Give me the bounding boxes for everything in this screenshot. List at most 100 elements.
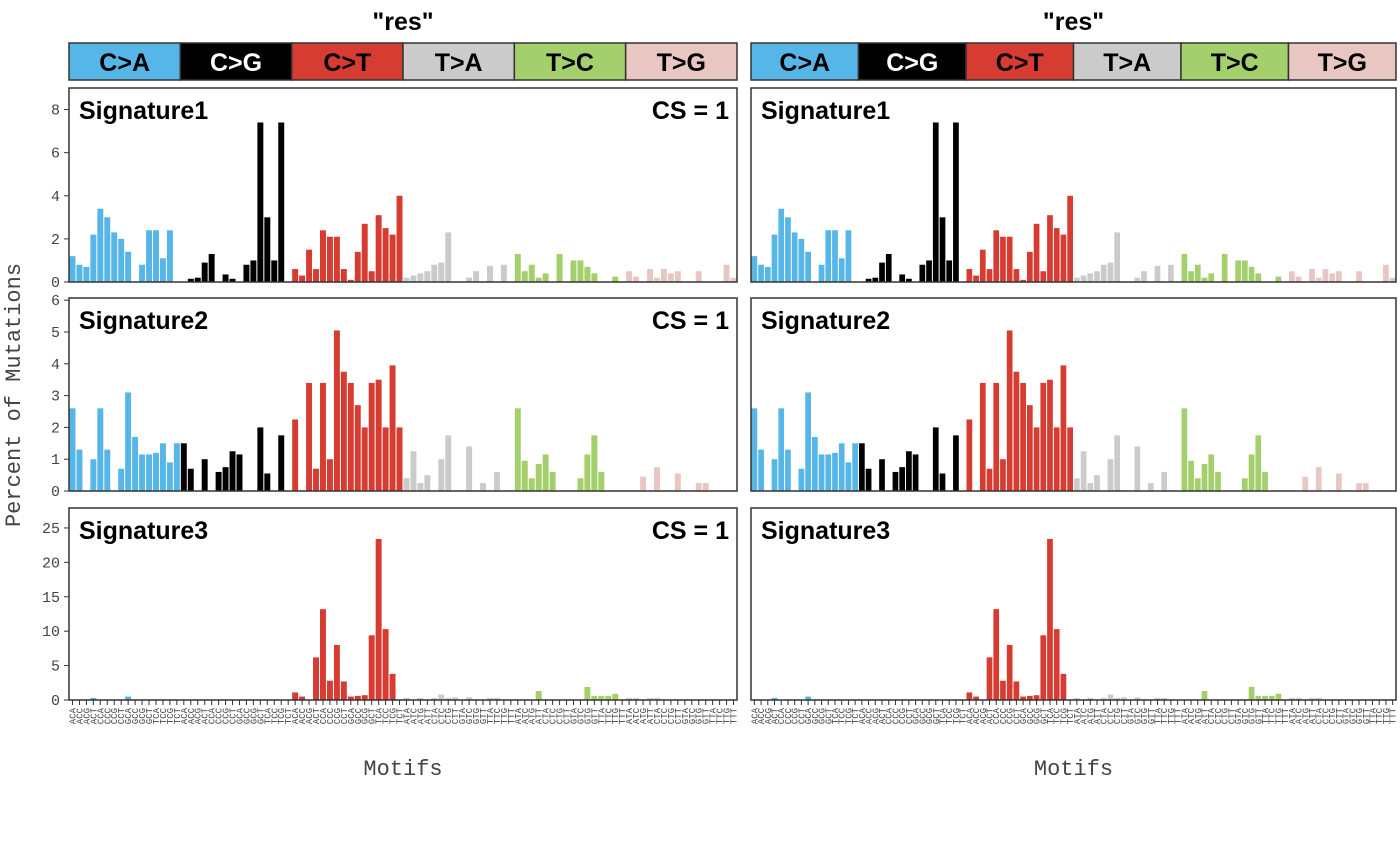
bar xyxy=(785,449,791,491)
bar xyxy=(1000,680,1006,700)
x-tick-label: GCC xyxy=(131,707,141,724)
panel-border xyxy=(750,507,1397,701)
bar xyxy=(431,264,438,282)
bar xyxy=(859,443,865,491)
x-tick-label: TTT xyxy=(1281,707,1291,724)
bar xyxy=(973,275,979,282)
bar xyxy=(514,408,521,491)
bar xyxy=(361,223,368,282)
bar xyxy=(257,427,264,491)
bar xyxy=(549,471,556,491)
strip-label: C>T xyxy=(996,49,1044,77)
x-tick-label: GCG xyxy=(138,708,148,724)
bar xyxy=(1181,253,1188,282)
y-tick-label: 5 xyxy=(51,325,60,342)
x-tick-label: TCA xyxy=(263,707,273,724)
bar xyxy=(591,695,598,700)
bar xyxy=(1362,483,1369,491)
bar xyxy=(90,459,97,491)
bar xyxy=(69,408,76,491)
bar xyxy=(825,230,832,282)
bar xyxy=(1107,459,1114,491)
bar xyxy=(292,692,299,700)
bar xyxy=(1302,476,1309,491)
x-tick-label: TCA xyxy=(831,707,841,724)
bar xyxy=(487,697,493,700)
bar xyxy=(361,427,368,491)
bar xyxy=(445,435,452,491)
bar xyxy=(852,443,858,491)
bar xyxy=(640,476,647,491)
x-tick-label: TCC xyxy=(838,707,848,724)
bar xyxy=(118,468,125,491)
bar xyxy=(778,408,785,491)
x-tick-label: TTA xyxy=(709,707,719,724)
x-tick-label: ATG xyxy=(416,708,426,724)
bar xyxy=(535,691,542,700)
x-tick-label: CCC xyxy=(784,707,794,724)
x-tick-label: GTC xyxy=(688,707,698,724)
x-tick-label: CTA xyxy=(1207,707,1217,724)
strip-label: C>A xyxy=(99,49,150,77)
bar xyxy=(500,264,507,282)
bar xyxy=(986,269,993,282)
strip-box xyxy=(1287,42,1397,81)
bar xyxy=(758,449,764,491)
x-tick-label: GTC xyxy=(1133,707,1143,724)
x-tick-label: ACT xyxy=(878,707,888,724)
bar xyxy=(1315,697,1322,700)
bar xyxy=(899,274,906,282)
bar xyxy=(514,253,521,282)
bar xyxy=(832,452,838,491)
bar xyxy=(1235,260,1241,282)
bar xyxy=(278,435,285,491)
bar xyxy=(215,471,222,491)
bar xyxy=(1208,454,1215,491)
x-tick-label: CTC xyxy=(1106,707,1116,724)
bar xyxy=(542,273,549,282)
bar xyxy=(417,483,424,491)
strip-label: T>C xyxy=(1211,49,1259,77)
y-tick-label: 25 xyxy=(42,521,60,538)
bar xyxy=(1087,697,1094,700)
bar xyxy=(1221,253,1228,282)
bar xyxy=(1356,483,1362,491)
bar xyxy=(535,277,542,282)
x-tick-label: TTC xyxy=(716,707,726,724)
bar xyxy=(438,694,445,700)
bar xyxy=(1020,382,1026,491)
bar xyxy=(236,454,243,491)
bar xyxy=(1356,271,1362,282)
x-tick-label: TCC xyxy=(270,707,280,724)
x-tick-label: CTT xyxy=(1227,707,1237,724)
panel-annotation: CS = 1 xyxy=(652,97,729,125)
bar xyxy=(1336,473,1342,491)
bar xyxy=(1315,277,1322,282)
bar xyxy=(438,459,445,491)
bar xyxy=(1201,463,1208,491)
bar xyxy=(1047,215,1053,282)
y-tick-label: 1 xyxy=(51,452,60,469)
bar xyxy=(410,451,417,491)
bar xyxy=(667,273,674,282)
bar xyxy=(1040,271,1047,282)
bar xyxy=(264,473,271,491)
bar xyxy=(111,232,118,282)
x-tick-label: TTT xyxy=(618,707,628,724)
y-tick-label: 0 xyxy=(51,484,60,501)
x-tick-label: ATT xyxy=(535,707,545,724)
x-tick-label: ATG xyxy=(528,708,538,724)
strip-box xyxy=(513,42,627,81)
bar xyxy=(577,260,584,282)
x-tick-label: TCC xyxy=(945,707,955,724)
bar xyxy=(584,266,591,282)
bar xyxy=(654,697,660,700)
x-tick-label: CCA xyxy=(992,707,1002,724)
x-tick-label: ACT xyxy=(201,707,211,724)
bar xyxy=(222,274,229,282)
bar xyxy=(1389,277,1396,282)
x-tick-label: ATA xyxy=(625,707,635,724)
bar xyxy=(306,249,313,282)
bar xyxy=(771,234,778,282)
bar xyxy=(521,271,528,282)
